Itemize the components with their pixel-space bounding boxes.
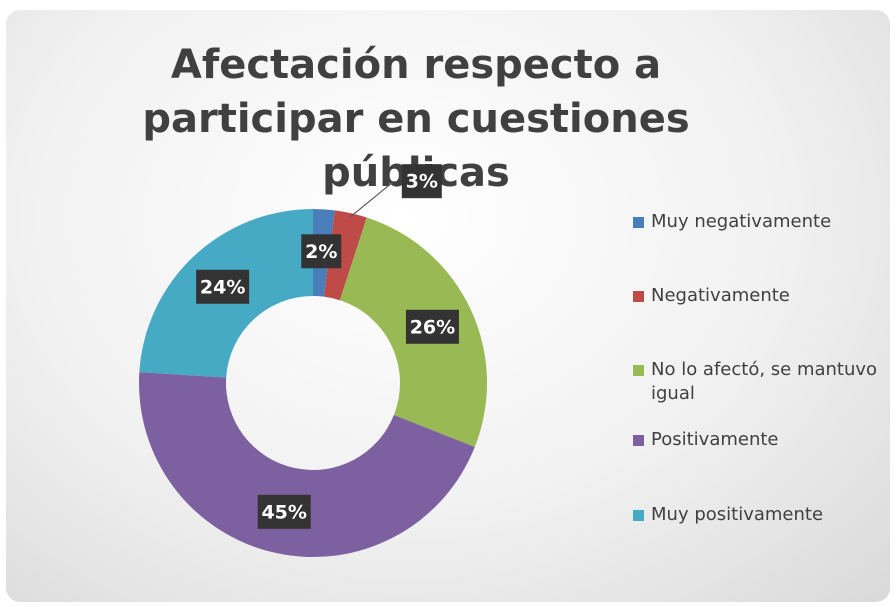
data-label-box (196, 269, 250, 304)
data-label-box (405, 309, 459, 344)
legend-item: Positivamente (631, 428, 886, 452)
legend-label: Muy positivamente (651, 504, 824, 525)
data-label: 2% (305, 241, 337, 263)
legend-swatch (633, 291, 644, 302)
data-label-box (301, 234, 342, 269)
legend-item: Muy negativamente (631, 210, 886, 234)
donut-slice (139, 372, 475, 557)
chart: 2% 3% 26% 45% 24% (139, 164, 487, 557)
legend-item: No lo afectó, se mantuvo igual (631, 358, 886, 406)
legend-swatch (633, 435, 644, 446)
data-label-box (401, 164, 442, 199)
legend-swatch (633, 510, 644, 521)
legend-label: Positivamente (651, 429, 779, 450)
data-label: 3% (406, 171, 438, 193)
legend-label: Negativamente (651, 285, 790, 306)
data-label-box (257, 494, 311, 529)
legend-label: Muy negativamente (651, 211, 832, 232)
legend-item: Negativamente (631, 284, 886, 308)
data-label: 45% (261, 501, 306, 523)
donut-slice (323, 210, 367, 301)
legend-swatch (633, 217, 644, 228)
legend-label: No lo afectó, se mantuvo igual (651, 359, 878, 404)
chart-title: Afectación respecto a participar en cues… (142, 42, 690, 196)
chart-card: Afectación respecto a participar en cues… (6, 10, 890, 602)
legend-swatch (633, 365, 644, 376)
leader-line (349, 180, 395, 218)
legend-item: Muy positivamente (631, 503, 886, 527)
data-label: 24% (200, 276, 245, 298)
data-label: 26% (410, 316, 455, 338)
